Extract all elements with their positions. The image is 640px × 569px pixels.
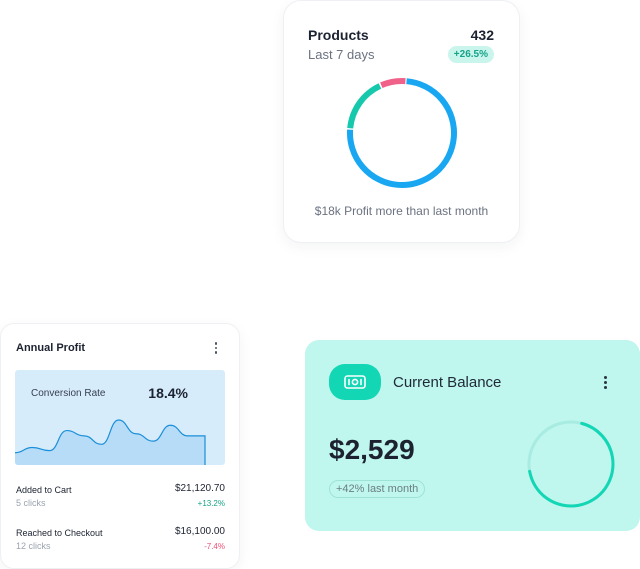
list-item-amount: $16,100.00 (174, 526, 225, 537)
products-footer-note: $18k Profit more than last month (314, 204, 489, 218)
list-item-change: +13.2% (197, 499, 225, 508)
more-options-icon[interactable] (214, 342, 217, 354)
products-card: Products 432 Last 7 days +26.5% $18k Pro… (283, 0, 520, 243)
products-count: 432 (470, 27, 494, 43)
ring-progress (527, 420, 615, 508)
products-donut-chart (347, 78, 457, 188)
donut-segment (347, 78, 457, 188)
annual-profit-card: Annual Profit Conversion Rate 18.4% Adde… (0, 323, 240, 569)
more-options-icon[interactable] (604, 376, 607, 389)
list-item-change: -7.4% (204, 542, 225, 551)
donut-segment (347, 78, 457, 188)
balance-progress-ring (527, 420, 615, 508)
balance-title: Current Balance (393, 374, 502, 391)
list-item-name: Reached to Checkout (16, 528, 103, 538)
sparkline-area (15, 420, 205, 465)
current-balance-card: Current Balance $2,529 +42% last month (305, 340, 640, 531)
conversion-label: Conversion Rate (31, 388, 106, 399)
conversion-value: 18.4% (148, 385, 188, 401)
sparkline-line (15, 419, 206, 465)
products-period: Last 7 days (308, 47, 375, 62)
wallet-button[interactable] (329, 364, 381, 400)
list-item-clicks: 5 clicks (16, 498, 46, 508)
conversion-sparkline (15, 419, 206, 465)
balance-amount: $2,529 (329, 434, 415, 465)
products-title: Products (308, 27, 369, 43)
balance-delta-badge: +42% last month (329, 480, 426, 498)
list-item-clicks: 12 clicks (16, 541, 51, 551)
banknote-icon (344, 375, 366, 389)
annual-profit-title: Annual Profit (16, 342, 86, 354)
products-growth-badge: +26.5% (447, 46, 494, 63)
donut-segment (347, 78, 457, 188)
conversion-panel: Conversion Rate 18.4% (15, 370, 225, 465)
list-item-amount: $21,120.70 (174, 483, 225, 494)
list-item-name: Added to Cart (16, 485, 72, 495)
